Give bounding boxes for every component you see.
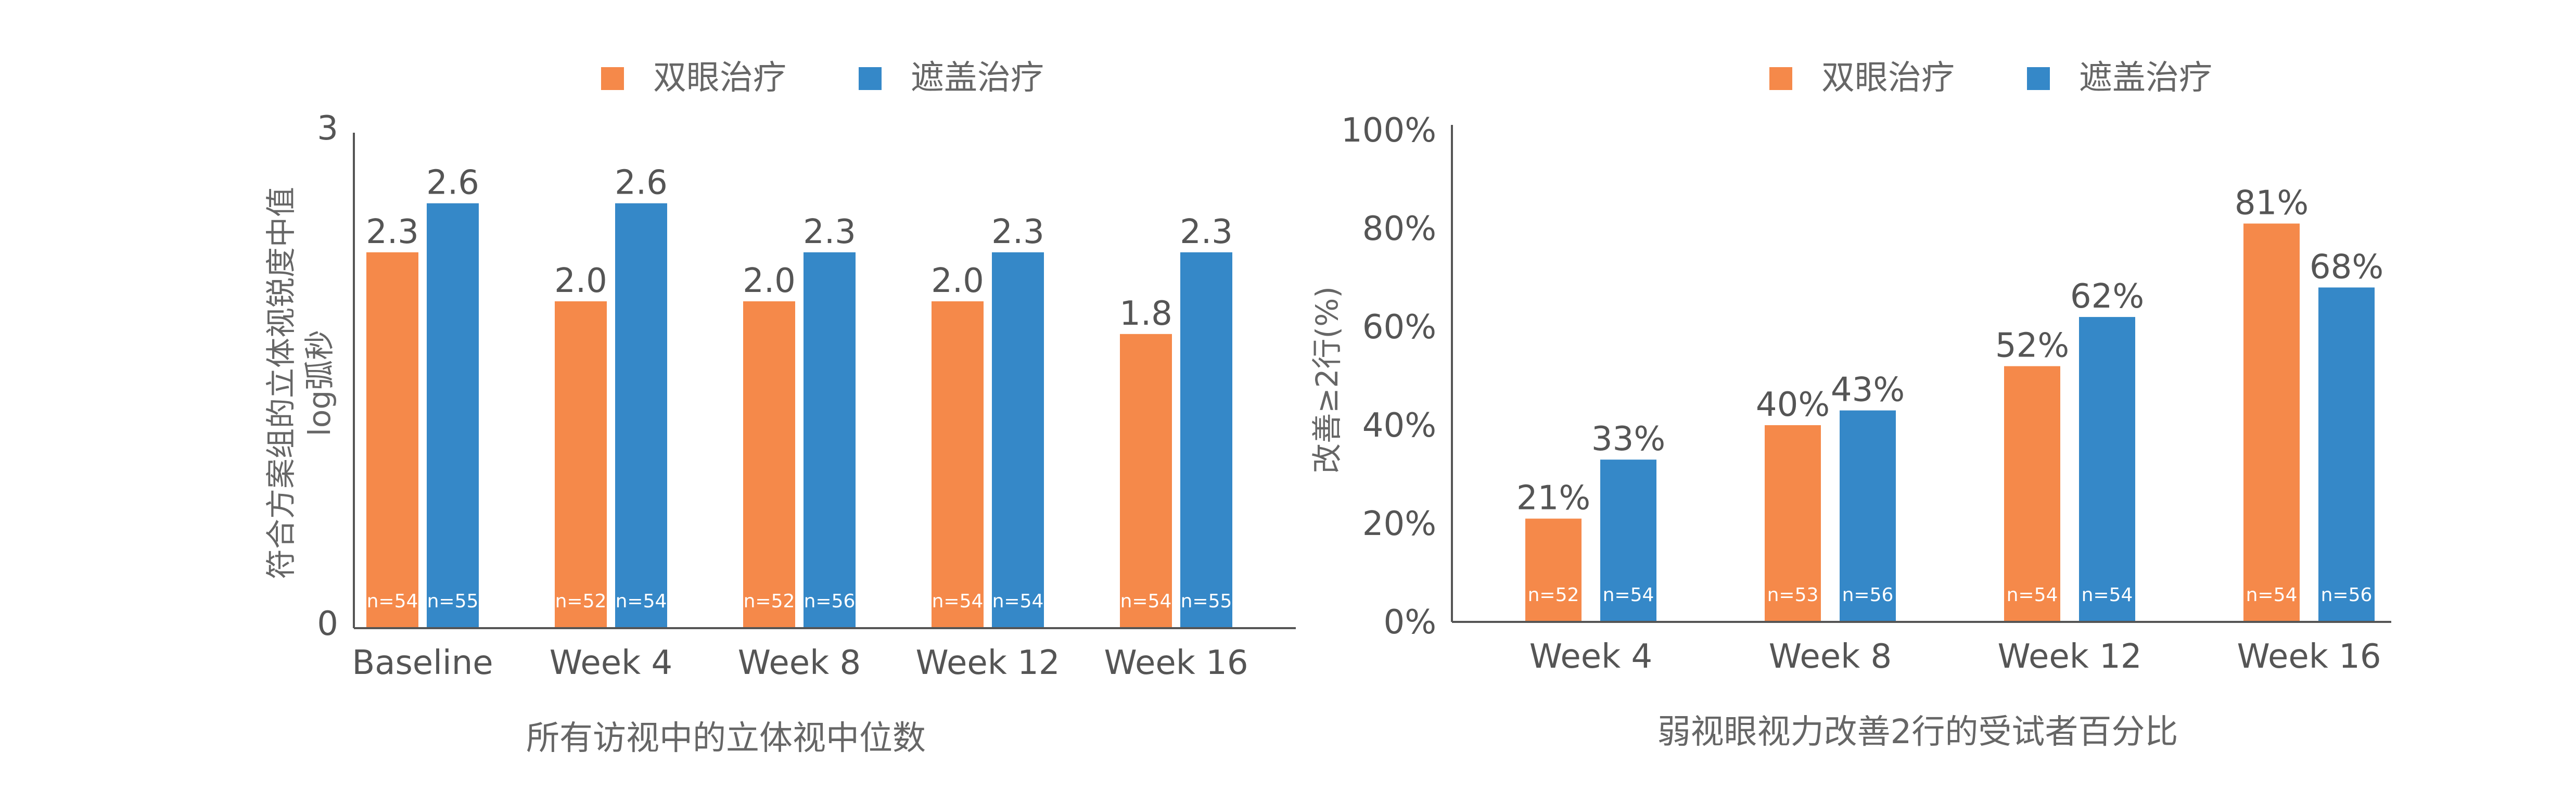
x-axis-title: 弱视眼视力改善2行的受试者百分比 (1657, 713, 2178, 751)
data-label: 2.6 (615, 164, 668, 202)
sample-size-label: n=54 (2082, 584, 2133, 606)
sample-size-label: n=54 (1603, 584, 1654, 606)
bar-binocular (1765, 425, 1821, 621)
sample-size-label: n=54 (367, 591, 418, 612)
chart-1: 双眼治疗 遮盖治疗 0 3 符合方案组的立体视锐度中值 log弧秒所有访视中的立体视中位数… (263, 59, 1296, 758)
data-label: 43% (1831, 371, 1905, 410)
sample-size-label: n=52 (744, 591, 795, 612)
x-tick-label: Week 16 (2237, 638, 2381, 676)
data-label: 52% (1995, 327, 2069, 365)
x-tick-label: Week 4 (550, 644, 672, 682)
data-label: 81% (2235, 184, 2309, 223)
y-tick-label: 20% (1362, 505, 1436, 543)
legend-label-2: 遮盖治疗 (911, 59, 1044, 97)
y-tick-label: 40% (1362, 406, 1436, 445)
legend-label-1: 双眼治疗 (653, 59, 786, 97)
bar-patching (427, 203, 479, 628)
x-tick-label: Week 8 (1769, 638, 1892, 676)
sample-size-label: n=56 (1842, 584, 1894, 606)
y-tick-label: 80% (1362, 210, 1436, 248)
data-label: 2.6 (426, 164, 479, 202)
x-tick-label: Baseline (352, 644, 493, 682)
legend-label-1: 双眼治疗 (1821, 59, 1955, 97)
x-tick-label: Week 16 (1104, 644, 1248, 682)
y-tick-label: 0 (317, 605, 338, 643)
data-label: 2.0 (931, 262, 984, 300)
data-label: 1.8 (1119, 295, 1172, 333)
y-tick-label: 0% (1383, 603, 1436, 642)
sample-size-label: n=55 (1181, 591, 1232, 612)
bar-patching (804, 252, 856, 627)
x-tick-label: Week 12 (915, 644, 1060, 682)
bar-binocular (1525, 518, 1582, 621)
bar-patching (2318, 287, 2375, 621)
legend-swatch-1 (601, 67, 624, 90)
bar-binocular (743, 301, 795, 627)
data-label: 2.3 (366, 213, 419, 251)
data-label: 2.0 (743, 262, 796, 300)
data-label: 40% (1756, 386, 1830, 424)
bar-patching (1840, 410, 1896, 621)
bar-binocular (932, 301, 984, 627)
bar-binocular (1120, 334, 1172, 627)
y-tick-label: 100% (1341, 111, 1436, 150)
bar-patching (1600, 460, 1656, 621)
bar-patching (2079, 317, 2135, 621)
data-label: 62% (2070, 277, 2144, 316)
x-tick-label: Week 8 (738, 644, 861, 682)
sample-size-label: n=54 (2007, 584, 2058, 606)
bar-binocular (555, 301, 607, 627)
sample-size-label: n=56 (804, 591, 856, 612)
bar-binocular (366, 252, 418, 627)
sample-size-label: n=55 (427, 591, 479, 612)
sample-size-label: n=56 (2321, 584, 2373, 606)
bar-patching (1180, 252, 1232, 627)
data-label: 2.3 (803, 213, 856, 251)
chart-2: 双眼治疗 遮盖治疗 0% 20% 40% 60% 80% 100% 改善≥2行(%) 弱视眼视力改… (1309, 59, 2391, 751)
sample-size-label: n=54 (1120, 591, 1172, 612)
sample-size-label: n=52 (1528, 584, 1579, 606)
sample-size-label: n=52 (555, 591, 607, 612)
y-axis-title: 改善≥2行(%) (1309, 286, 1345, 474)
x-tick-label: Week 12 (1997, 638, 2141, 676)
data-label: 2.0 (554, 262, 607, 300)
legend-swatch-1 (1769, 67, 1792, 90)
data-label: 68% (2310, 248, 2383, 286)
legend-label-2: 遮盖治疗 (2079, 59, 2212, 97)
bar-binocular (2004, 366, 2060, 621)
sample-size-label: n=54 (992, 591, 1044, 612)
sample-size-label: n=53 (1767, 584, 1819, 606)
sample-size-label: n=54 (932, 591, 984, 612)
y-tick-label: 3 (317, 109, 338, 148)
sample-size-label: n=54 (2246, 584, 2298, 606)
bar-patching (615, 203, 667, 628)
x-axis-title: 所有访视中的立体视中位数 (526, 719, 926, 758)
bar-binocular (2243, 223, 2300, 621)
data-label: 21% (1516, 479, 1590, 518)
legend-swatch-2 (2027, 67, 2050, 90)
sample-size-label: n=54 (616, 591, 667, 612)
x-tick-label: Week 4 (1529, 638, 1652, 676)
data-label: 2.3 (1180, 213, 1233, 251)
data-label: 2.3 (991, 213, 1044, 251)
y-tick-label: 60% (1362, 308, 1436, 347)
y-axis-title: 符合方案组的立体视锐度中值 log弧秒 (263, 187, 337, 579)
data-label: 33% (1591, 420, 1665, 458)
legend-swatch-2 (859, 67, 882, 90)
bar-patching (992, 252, 1044, 627)
